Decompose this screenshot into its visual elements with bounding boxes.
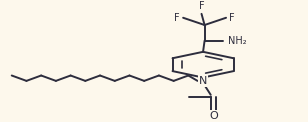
Text: N: N — [199, 76, 207, 86]
Text: F: F — [174, 13, 180, 23]
Text: O: O — [209, 111, 218, 121]
Text: F: F — [229, 13, 235, 23]
Text: F: F — [199, 1, 204, 11]
Text: NH₂: NH₂ — [228, 36, 246, 46]
